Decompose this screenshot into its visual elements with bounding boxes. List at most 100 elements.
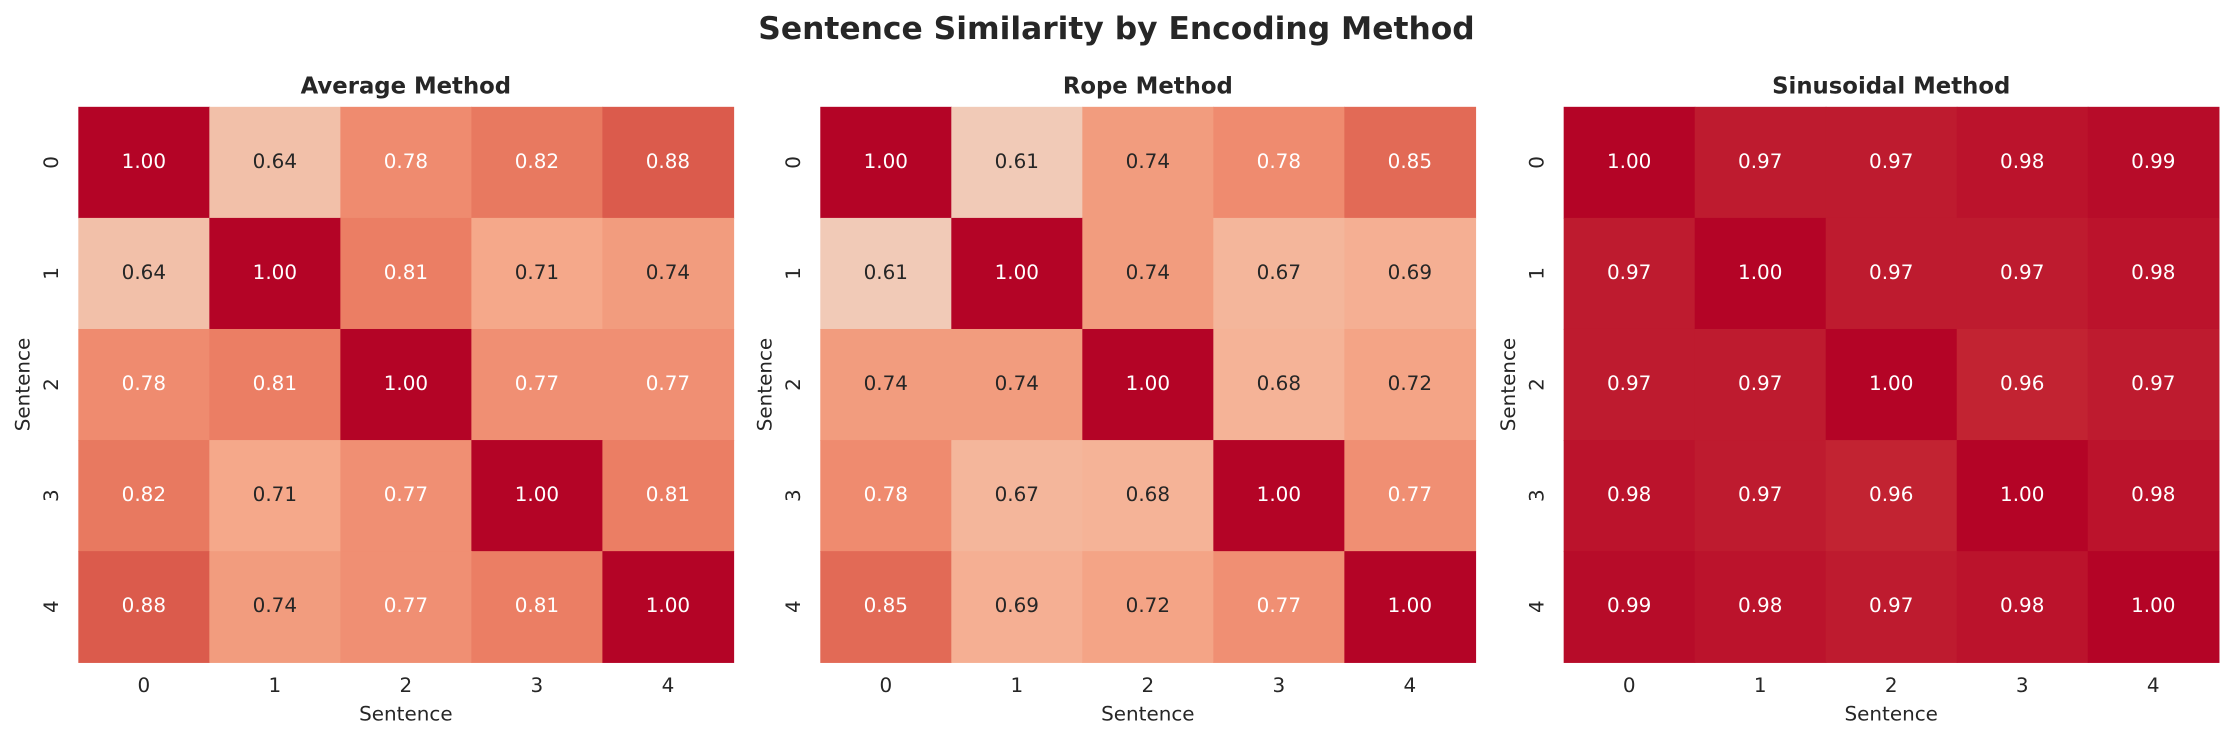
cell-label: 0.88 xyxy=(122,594,166,617)
heatmap-cell xyxy=(340,106,473,219)
cell-label: 0.77 xyxy=(646,372,690,395)
y-tick-label: 3 xyxy=(1526,489,1549,502)
heatmap-cell xyxy=(951,328,1084,441)
heatmap-panel: Sinusoidal Method 1.00 0.97 0.97 0.98 0.99 0.9… xyxy=(1497,73,2220,725)
cell-label: 0.81 xyxy=(515,594,559,617)
heatmap-cell xyxy=(1082,106,1215,219)
heatmap-cell xyxy=(340,440,473,552)
cell-label: 0.77 xyxy=(384,594,428,617)
cell-label: 1.00 xyxy=(1738,261,1782,284)
cell-label: 0.78 xyxy=(864,483,908,506)
figure-title: Sentence Similarity by Encoding Method xyxy=(758,11,1474,47)
heatmap-cell xyxy=(340,551,473,663)
y-tick-label: 2 xyxy=(782,378,805,391)
heatmap-cell xyxy=(951,217,1084,330)
heatmap-cell xyxy=(1694,440,1827,552)
cell-label: 0.85 xyxy=(1388,150,1432,173)
heatmap-cell xyxy=(1563,440,1696,552)
heatmap-cell xyxy=(820,440,953,552)
x-tick-label: 3 xyxy=(1273,674,1286,697)
y-tick-label: 1 xyxy=(40,267,63,280)
heatmap-cell xyxy=(602,328,735,441)
cell-label: 0.82 xyxy=(122,483,166,506)
cell-label: 0.69 xyxy=(995,594,1039,617)
heatmap-cell xyxy=(78,551,211,663)
heatmap-cell xyxy=(820,217,953,330)
heatmap-cell xyxy=(1825,106,1958,219)
cell-label: 0.74 xyxy=(1126,150,1170,173)
heatmap-cell xyxy=(1956,106,2089,219)
x-tick-label: 1 xyxy=(1010,674,1023,697)
y-tick-label: 0 xyxy=(40,156,63,169)
cell-label: 0.77 xyxy=(384,483,428,506)
cell-label: 0.97 xyxy=(1869,150,1913,173)
cell-label: 0.71 xyxy=(515,261,559,284)
cell-label: 0.74 xyxy=(1126,261,1170,284)
heatmap-cell xyxy=(340,217,473,330)
cell-label: 0.97 xyxy=(2000,261,2044,284)
heatmap-cell xyxy=(1956,551,2089,663)
cell-label: 0.77 xyxy=(515,372,559,395)
cell-label: 0.96 xyxy=(1869,483,1913,506)
cell-label: 0.98 xyxy=(1607,483,1651,506)
heatmap-cell xyxy=(1825,551,1958,663)
cell-label: 0.99 xyxy=(1607,594,1651,617)
heatmap-cell xyxy=(209,217,342,330)
cell-label: 1.00 xyxy=(864,150,908,173)
x-tick-label: 1 xyxy=(269,674,282,697)
x-tick-label: 1 xyxy=(1754,674,1767,697)
cell-label: 0.67 xyxy=(1257,261,1301,284)
cell-label: 1.00 xyxy=(253,261,297,284)
heatmap-cell xyxy=(1694,106,1827,219)
cell-label: 1.00 xyxy=(2000,483,2044,506)
cell-label: 0.78 xyxy=(122,372,166,395)
x-tick-label: 4 xyxy=(1404,674,1417,697)
cell-label: 0.98 xyxy=(2131,261,2175,284)
cell-label: 1.00 xyxy=(515,483,559,506)
y-axis-label: Sentence xyxy=(1497,338,1520,431)
cell-label: 0.77 xyxy=(1257,594,1301,617)
cell-label: 0.78 xyxy=(384,150,428,173)
panel-title: Sinusoidal Method xyxy=(1772,73,2010,99)
heatmap-cell xyxy=(209,328,342,441)
heatmap-cell xyxy=(1956,217,2089,330)
heatmap-cell xyxy=(602,106,735,219)
cell-label: 1.00 xyxy=(1388,594,1432,617)
heatmap-cell xyxy=(1082,440,1215,552)
heatmap-cell xyxy=(2087,217,2220,330)
cell-label: 0.77 xyxy=(1388,483,1432,506)
heatmap-cell xyxy=(602,551,735,663)
x-tick-label: 0 xyxy=(879,674,892,697)
heatmap-cell xyxy=(209,106,342,219)
cell-label: 0.98 xyxy=(1738,594,1782,617)
y-tick-label: 4 xyxy=(40,600,63,613)
y-tick-label: 1 xyxy=(782,267,805,280)
cell-label: 0.81 xyxy=(646,483,690,506)
panel-title: Average Method xyxy=(301,73,511,99)
cell-label: 0.88 xyxy=(646,150,690,173)
heatmap-panel: Rope Method 1.00 0.61 0.74 0.78 0.85 0.61 1.00 0… xyxy=(754,73,1477,725)
heatmap-cell xyxy=(1563,106,1696,219)
heatmap-cell xyxy=(1956,328,2089,441)
cell-label: 0.96 xyxy=(2000,372,2044,395)
cell-label: 0.82 xyxy=(515,150,559,173)
cell-label: 0.98 xyxy=(2000,594,2044,617)
heatmap-cell xyxy=(471,551,604,663)
cell-label: 0.97 xyxy=(1869,261,1913,284)
heatmap-cell xyxy=(1825,328,1958,441)
heatmap-cell xyxy=(471,106,604,219)
x-tick-label: 3 xyxy=(2016,674,2029,697)
y-tick-label: 3 xyxy=(782,489,805,502)
heatmap-cell xyxy=(1344,328,1477,441)
panel-title: Rope Method xyxy=(1063,73,1233,99)
x-tick-label: 4 xyxy=(662,674,675,697)
cell-label: 0.74 xyxy=(995,372,1039,395)
cell-label: 0.71 xyxy=(253,483,297,506)
heatmap-cell xyxy=(1563,551,1696,663)
heatmap-cell xyxy=(602,217,735,330)
heatmap-cell xyxy=(1563,328,1696,441)
heatmap-cell xyxy=(1825,217,1958,330)
cell-label: 1.00 xyxy=(122,150,166,173)
heatmap-cell xyxy=(820,106,953,219)
